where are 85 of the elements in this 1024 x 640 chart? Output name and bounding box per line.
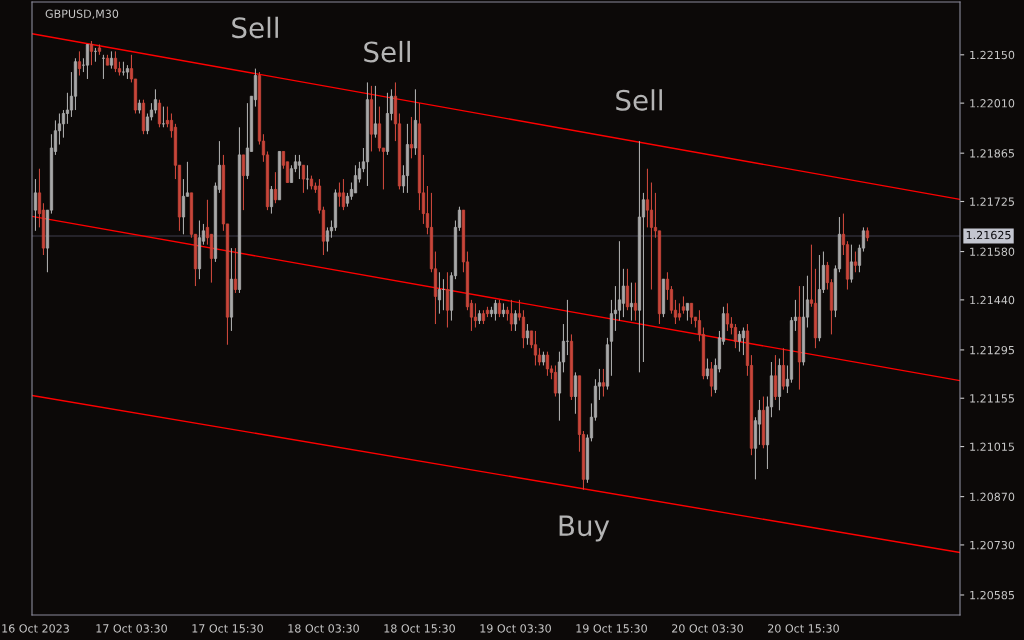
- candlestick: [617, 240, 622, 322]
- y-tick-label: 1.20585: [970, 590, 1014, 600]
- candlestick: [705, 357, 710, 380]
- candlestick: [545, 351, 550, 377]
- candlestick: [409, 116, 414, 159]
- y-tick-label: 1.21725: [970, 197, 1014, 206]
- candlestick: [629, 282, 634, 322]
- candlestick: [689, 302, 694, 325]
- candlestick: [233, 247, 238, 294]
- annotation: Sell: [232, 16, 278, 39]
- candlestick: [513, 309, 518, 332]
- candlestick: [353, 164, 358, 194]
- candlestick: [157, 99, 162, 128]
- candlestick: [473, 302, 478, 329]
- candlestick: [781, 347, 786, 391]
- y-tick-label: 1.20730: [970, 540, 1015, 550]
- candlestick: [553, 364, 558, 398]
- x-tick-label: 19 Oct 15:30: [576, 624, 647, 633]
- ref-line-label: 1.21625: [966, 230, 1011, 240]
- y-tick-label: 1.21015: [970, 442, 1014, 451]
- candlestick: [273, 171, 278, 204]
- candlestick: [65, 92, 70, 125]
- candlestick: [521, 309, 526, 349]
- x-tick-label: 17 Oct 03:30: [96, 624, 167, 633]
- candlestick: [737, 330, 742, 353]
- candlestick: [337, 181, 342, 208]
- candlestick: [341, 178, 346, 211]
- x-tick-label: 20 Oct 03:30: [672, 624, 743, 633]
- candlestick: [493, 299, 498, 322]
- candlestick: [849, 244, 854, 284]
- candlestick: [301, 164, 306, 194]
- y-tick-label: 1.21440: [970, 295, 1015, 305]
- x-tick-label: 18 Oct 03:30: [288, 624, 359, 633]
- candlestick: [641, 192, 646, 363]
- candlestick: [445, 271, 450, 329]
- x-tick-label: 18 Oct 15:30: [384, 624, 455, 633]
- candlestick: [625, 268, 630, 311]
- candlestick: [305, 164, 310, 190]
- annotation: Buy: [559, 515, 610, 542]
- candlestick: [85, 43, 90, 80]
- candlestick: [61, 109, 66, 139]
- candlestick: [525, 323, 530, 346]
- candlestick: [741, 326, 746, 356]
- candlestick: [297, 154, 302, 180]
- annotation: Sell: [616, 89, 662, 111]
- candlestick: [633, 282, 638, 322]
- y-tick-label: 1.22150: [970, 50, 1015, 60]
- candlestick: [113, 50, 118, 73]
- candlestick: [437, 271, 442, 315]
- candlestick: [145, 112, 150, 135]
- candlestick: [325, 226, 330, 253]
- candlestick: [269, 185, 274, 215]
- candlestick: [573, 371, 578, 415]
- candlestick: [645, 168, 650, 228]
- y-tick-label: 1.21580: [970, 247, 1015, 256]
- candlestick: [533, 330, 538, 367]
- y-tick-label: 1.21295: [970, 345, 1014, 355]
- candlestick: [649, 181, 654, 291]
- y-tick-label: 1.21155: [970, 394, 1014, 403]
- candlestick: [853, 250, 858, 273]
- candlestick: [241, 154, 246, 211]
- candlestick: [33, 178, 38, 232]
- annotation: Sell: [364, 40, 410, 63]
- candlestick: [773, 354, 778, 401]
- y-tick-label: 1.21865: [970, 149, 1014, 158]
- candlestick: [733, 323, 738, 349]
- x-tick-label: 19 Oct 03:30: [480, 624, 551, 633]
- candlestick: [77, 50, 82, 77]
- candlestick: [373, 85, 378, 139]
- candlestick: [509, 299, 514, 332]
- candlestick: [709, 361, 714, 398]
- text: GBPUSD,M30: [45, 9, 119, 20]
- candlestick: [757, 399, 762, 446]
- y-tick-label: 1.22010: [970, 99, 1015, 108]
- candlestick: [165, 106, 170, 128]
- candlestick: [153, 88, 158, 115]
- x-tick-label: 17 Oct 15:30: [192, 624, 263, 633]
- candlestick: [181, 178, 186, 235]
- candlestick: [725, 302, 730, 332]
- x-tick-label: 20 Oct 15:30: [768, 624, 839, 633]
- candlestick: [621, 268, 626, 318]
- candlestick: [89, 40, 94, 66]
- y-tick-label: 1.20870: [970, 492, 1015, 501]
- x-tick-label: 16 Oct 2023: [2, 624, 69, 633]
- candlestick: [601, 368, 606, 398]
